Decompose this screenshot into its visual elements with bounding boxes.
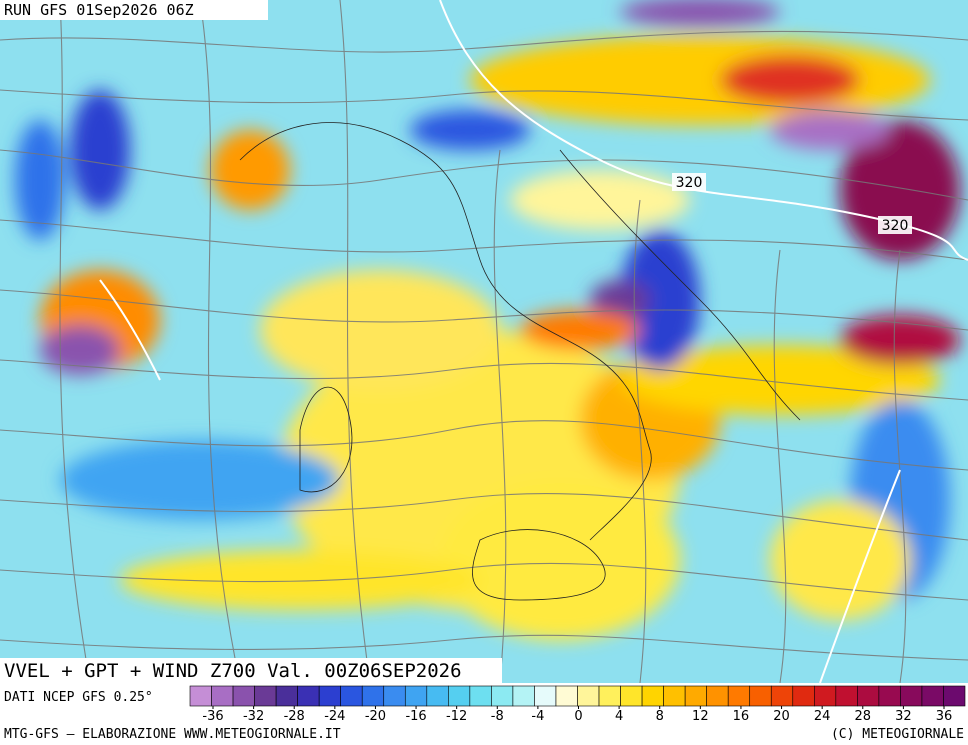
- colorbar-tick-label: 32: [895, 709, 912, 724]
- colorbar-swatch: [254, 685, 277, 707]
- colorbar-swatch: [835, 685, 858, 707]
- colorbar-swatch: [857, 685, 880, 707]
- colorbar-swatch: [770, 685, 794, 707]
- colorbar-tick-label: 20: [773, 709, 790, 724]
- streamlines: [0, 0, 968, 683]
- colorbar-swatch: [555, 685, 578, 707]
- colorbar-swatch: [211, 685, 234, 707]
- colorbar-swatch: [921, 685, 944, 707]
- colorbar-swatch: [383, 685, 406, 707]
- data-source: DATI NCEP GFS 0.25°: [4, 690, 153, 705]
- colorbar-swatch: [620, 685, 643, 707]
- footer-left: MTG-GFS — ELABORAZIONE WWW.METEOGIORNALE…: [4, 727, 341, 742]
- colorbar-swatch: [491, 685, 514, 707]
- footer-right: (C) METEOGIORNALE: [831, 727, 964, 742]
- colorbar-swatch: [469, 685, 492, 707]
- colorbar-swatch: [534, 685, 557, 707]
- colorbar-tick-label: 8: [656, 709, 664, 724]
- colorbar-swatch: [361, 685, 385, 707]
- colorbar-tick-label: -16: [405, 709, 426, 724]
- colorbar-tick-label: -20: [365, 709, 386, 724]
- colorbar-swatch: [598, 685, 621, 707]
- colorbar-swatch: [706, 685, 729, 707]
- colorbar-swatch: [512, 685, 535, 707]
- coastlines: [239, 122, 801, 601]
- map: RUN GFS 01Sep2026 06Z 320 320 VVEL + GPT…: [0, 0, 968, 683]
- colorbar-swatch: [577, 685, 600, 707]
- colorbar-swatch: [641, 685, 664, 707]
- colorbar-tick-label: -8: [491, 709, 504, 724]
- colorbar-swatch: [426, 685, 449, 707]
- map-caption: VVEL + GPT + WIND Z700 Val. 00Z06SEP2026: [4, 660, 462, 682]
- colorbar-swatch: [318, 685, 341, 707]
- run-label: RUN GFS 01Sep2026 06Z: [4, 1, 194, 19]
- colorbar-tick-label: 24: [814, 709, 831, 724]
- colorbar-swatch: [448, 685, 471, 707]
- colorbar-tick-label: -4: [531, 709, 544, 724]
- colorbar-swatch: [297, 685, 320, 707]
- geopotential-contours: [99, 0, 968, 683]
- colorbar: -36 -32 -28 -24 -20 -16 -12 -8 -4 0 4 8 12 16 20 24 28 32…: [189, 685, 966, 724]
- colorbar-swatch: [814, 685, 837, 707]
- colorbar-tick-label: 4: [615, 709, 623, 724]
- contour-label: 320: [676, 175, 703, 191]
- colorbar-swatch: [900, 685, 923, 707]
- colorbar-tick-label: 12: [692, 709, 709, 724]
- colorbar-tick-label: -24: [324, 709, 345, 724]
- colorbar-swatch: [663, 685, 686, 707]
- colorbar-swatch: [189, 685, 212, 707]
- colorbar-swatch: [404, 685, 428, 707]
- colorbar-swatch: [232, 685, 255, 707]
- colorbar-tick-label: -28: [284, 709, 305, 724]
- colorbar-tick-label: -36: [202, 709, 223, 724]
- colorbar-swatch: [727, 685, 751, 707]
- colorbar-tick-label: 0: [574, 709, 582, 724]
- contour-label: 320: [882, 218, 909, 234]
- colorbar-swatch: [275, 685, 298, 707]
- colorbar-swatch: [943, 685, 966, 707]
- colorbar-tick-label: 16: [733, 709, 750, 724]
- colorbar-swatch: [749, 685, 772, 707]
- colorbar-swatch: [340, 685, 363, 707]
- colorbar-swatch: [878, 685, 901, 707]
- colorbar-swatch: [684, 685, 707, 707]
- colorbar-swatch: [792, 685, 815, 707]
- colorbar-tick-label: 36: [936, 709, 953, 724]
- colorbar-tick-label: -12: [446, 709, 467, 724]
- colorbar-tick-label: 28: [855, 709, 872, 724]
- colorbar-tick-label: -32: [243, 709, 264, 724]
